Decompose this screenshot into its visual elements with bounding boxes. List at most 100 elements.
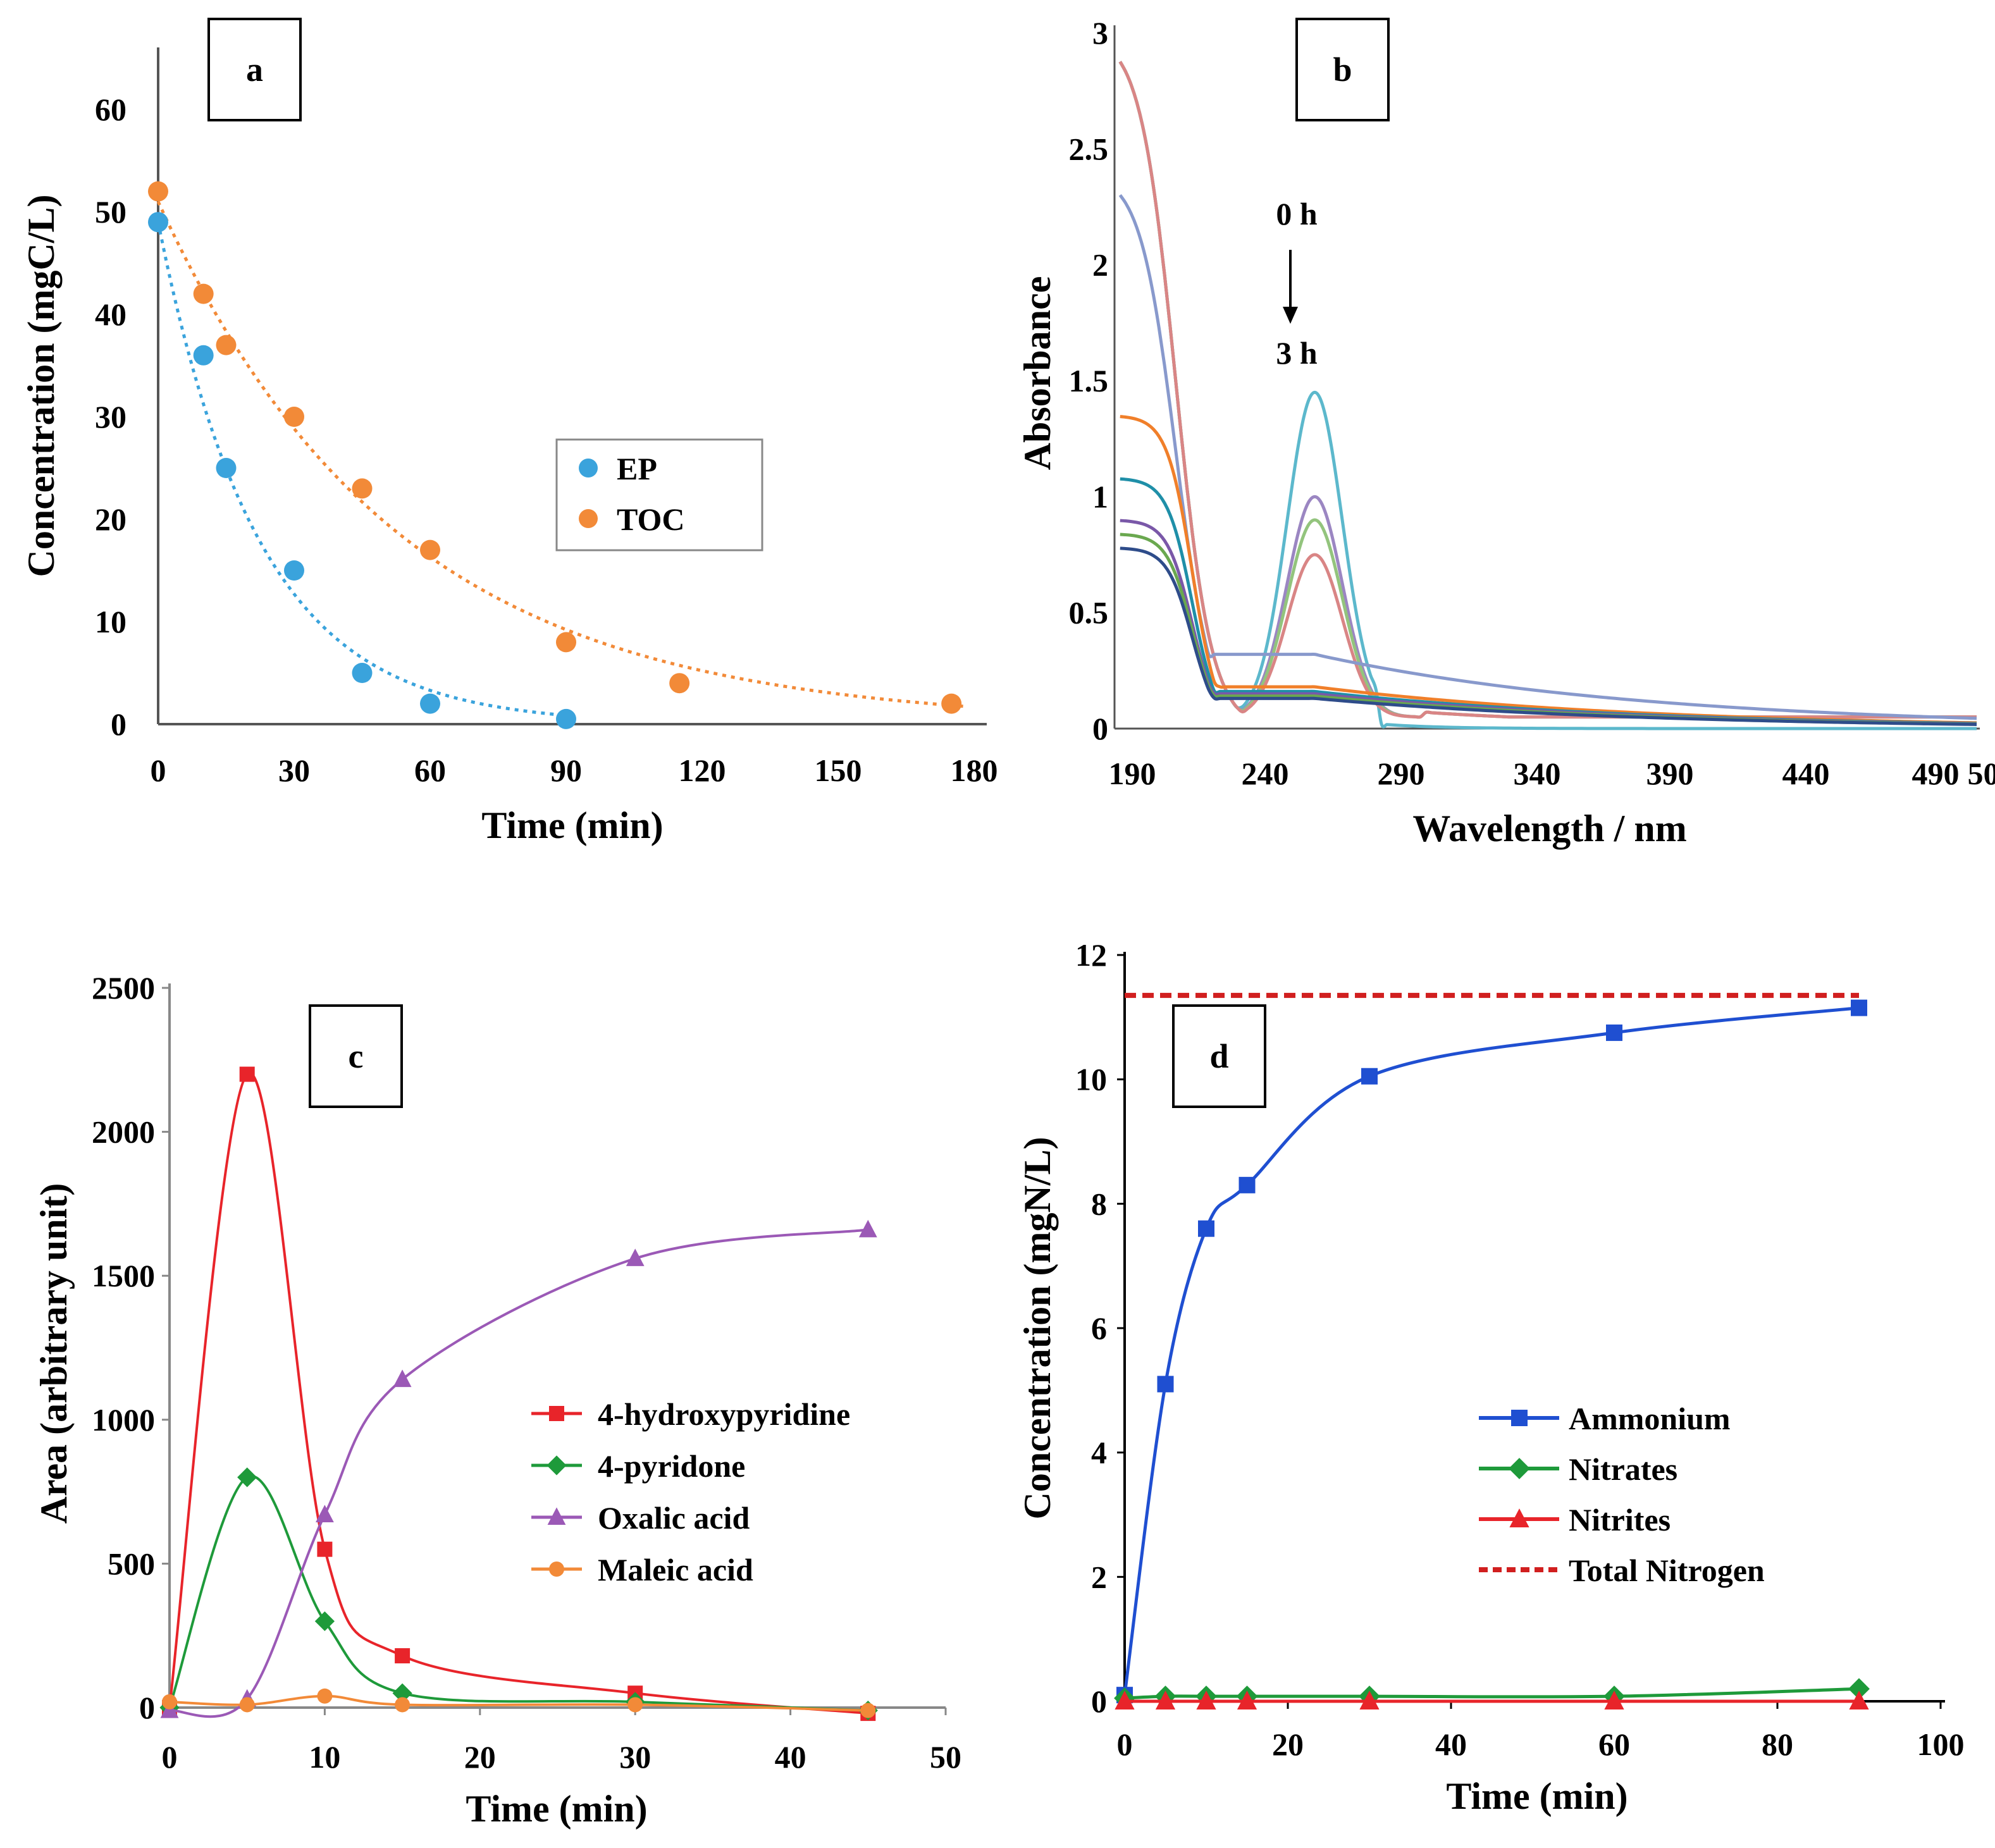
data-point-1 <box>314 1611 335 1632</box>
y-axis-label: Concentration (mgN/L) <box>1016 1137 1058 1520</box>
y-tick-label: 50 <box>95 194 127 230</box>
y-tick-label: 0.5 <box>1069 595 1109 631</box>
data-point-0 <box>1851 999 1867 1016</box>
legend-marker-2 <box>547 1507 566 1525</box>
legend-marker-0 <box>549 1406 564 1421</box>
data-point-3 <box>627 1697 643 1713</box>
series-line-0 <box>1123 1006 1860 1696</box>
legend-marker-ep <box>579 459 598 477</box>
x-tick-label: 500 <box>1968 756 1995 791</box>
y-tick-label: 0 <box>1092 711 1108 746</box>
series-line-0 <box>168 1071 868 1715</box>
legend-box <box>555 438 763 551</box>
legend-label-2: Nitrites <box>1569 1502 1671 1537</box>
legend-label-toc: TOC <box>617 502 684 537</box>
legend-label-0: 4-hydroxypyridine <box>598 1396 850 1432</box>
y-tick-label: 60 <box>95 92 127 127</box>
data-point-2 <box>1359 1691 1380 1709</box>
data-point-0 <box>317 1541 333 1557</box>
series-line-1 <box>1124 1687 1860 1700</box>
point-ep <box>284 560 304 581</box>
y-tick-label: 500 <box>108 1546 155 1581</box>
x-tick-label: 180 <box>951 753 998 788</box>
y-tick-label: 6 <box>1091 1310 1107 1346</box>
y-tick-label: 1500 <box>92 1258 155 1293</box>
panel-label-box <box>207 18 302 121</box>
data-point-2 <box>1849 1691 1869 1709</box>
y-tick-label: 2 <box>1091 1559 1107 1594</box>
data-point-0 <box>395 1648 411 1664</box>
data-point-0 <box>1606 1024 1622 1041</box>
data-point-0 <box>239 1066 255 1082</box>
point-toc <box>352 478 373 499</box>
data-point-3 <box>162 1694 177 1709</box>
x-tick-label: 340 <box>1514 756 1561 791</box>
y-tick-label: 2.5 <box>1069 131 1109 166</box>
legend-marker-1 <box>547 1455 567 1475</box>
x-tick-label: 20 <box>1272 1727 1304 1762</box>
data-point-2 <box>1196 1691 1216 1709</box>
spectrum-line-s10 <box>1120 546 1977 726</box>
y-axis-label: Area (arbitrary unit) <box>33 1183 75 1524</box>
panel-label: a <box>246 51 263 89</box>
y-tick-label: 2500 <box>92 970 155 1006</box>
x-tick-label: 30 <box>278 753 310 788</box>
point-toc <box>669 673 690 694</box>
data-point-2 <box>858 1219 877 1238</box>
x-axis-label: Time (min) <box>481 804 663 846</box>
panel-b: 190 240 290 340 390 440 490 500 0 0.5 1 1.5 2 2.5 3 Wav… <box>1016 15 1995 849</box>
spectrum-line-s5 <box>1118 194 1977 720</box>
panel-label-box <box>309 1004 403 1108</box>
legend-label-0: Ammonium <box>1569 1401 1731 1436</box>
point-toc <box>284 407 304 427</box>
panel-a: 0 30 60 90 120 150 180 0 10 20 30 40 50 60 Time (min) C… <box>20 18 998 846</box>
spectrum-line-s1 <box>1118 61 1977 730</box>
data-point-2 <box>1237 1691 1257 1709</box>
data-point-0 <box>1361 1068 1378 1085</box>
x-tick-label: 240 <box>1242 756 1289 791</box>
data-point-3 <box>860 1703 876 1718</box>
x-tick-label: 100 <box>1917 1727 1965 1762</box>
data-point-0 <box>1198 1220 1214 1237</box>
x-axis-label: Wavelength / nm <box>1412 808 1686 849</box>
x-axis-label: Time (min) <box>466 1788 647 1830</box>
point-ep <box>193 345 214 366</box>
x-tick-label: 40 <box>1435 1727 1467 1762</box>
point-toc <box>193 283 214 304</box>
annotation-top: 0 h <box>1276 196 1318 231</box>
data-point-2 <box>316 1505 334 1523</box>
data-point-3 <box>317 1688 333 1704</box>
y-tick-label: 4 <box>1091 1435 1107 1470</box>
data-point-0 <box>1238 1176 1256 1193</box>
legend-marker-0 <box>1511 1410 1528 1426</box>
data-point-3 <box>239 1697 255 1713</box>
data-point-2 <box>1604 1691 1624 1709</box>
x-tick-label: 20 <box>464 1739 496 1775</box>
x-tick-label: 80 <box>1762 1727 1793 1762</box>
panel-d: 0 20 40 60 80 100 0 2 4 6 8 10 12 Time (min) Concentra… <box>1016 937 1965 1817</box>
panel-label: b <box>1333 51 1352 89</box>
annotation-bottom: 3 h <box>1276 335 1318 371</box>
x-tick-label: 40 <box>775 1739 806 1775</box>
point-ep <box>420 693 440 714</box>
legend-label-2: Oxalic acid <box>598 1500 750 1536</box>
y-tick-label: 0 <box>1091 1684 1107 1719</box>
legend-marker-3 <box>549 1562 564 1577</box>
data-point-1 <box>237 1467 257 1488</box>
y-tick-label: 10 <box>95 604 127 639</box>
data-point-2 <box>1155 1691 1176 1709</box>
point-ep <box>216 458 237 478</box>
point-toc <box>556 632 576 653</box>
legend-label-3: Total Nitrogen <box>1569 1553 1765 1588</box>
x-tick-label: 440 <box>1782 756 1830 791</box>
trendline-toc <box>156 200 965 708</box>
point-ep <box>352 663 373 683</box>
data-point-3 <box>395 1697 411 1713</box>
x-tick-label: 50 <box>930 1739 961 1775</box>
spectrum-line-s2 <box>1118 61 1977 719</box>
data-point-1 <box>1848 1678 1870 1700</box>
legend-label-1: Nitrates <box>1569 1451 1677 1487</box>
arrow-down-icon <box>1283 307 1298 324</box>
y-tick-label: 0 <box>139 1690 155 1725</box>
